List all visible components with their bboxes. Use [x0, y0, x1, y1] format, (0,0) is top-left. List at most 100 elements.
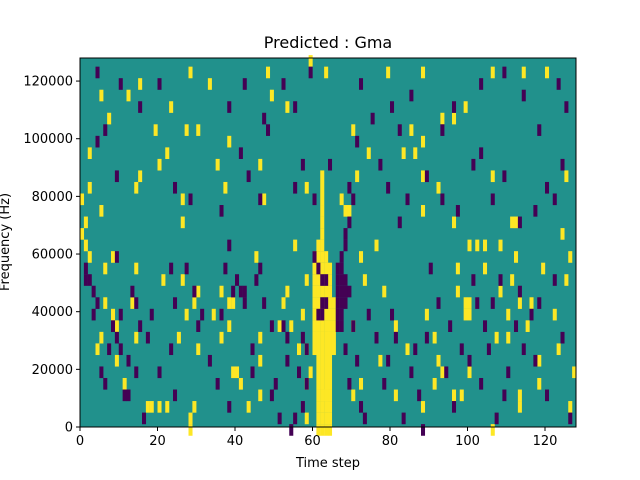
- heatmap-cell-high: [463, 308, 468, 321]
- heatmap-cell-high: [180, 216, 185, 229]
- heatmap-cell-low: [343, 297, 348, 309]
- heatmap-cell-low: [308, 66, 313, 79]
- heatmap-cell-high: [99, 205, 104, 217]
- heatmap-cell-low: [219, 205, 224, 217]
- heatmap-cell-high: [107, 112, 112, 125]
- heatmap-cell-low: [351, 193, 356, 206]
- heatmap-cell-high: [138, 78, 143, 90]
- heatmap-cell-low: [347, 216, 352, 229]
- heatmap-cell-high: [316, 389, 321, 402]
- plot-frame: [79, 57, 577, 428]
- heatmap-cell-low: [258, 193, 263, 206]
- heatmap-cell-low: [359, 401, 364, 413]
- heatmap-cell-low: [324, 274, 329, 286]
- heatmap-cell-low: [374, 331, 379, 344]
- heatmap-cell-high: [312, 331, 317, 344]
- heatmap-cell-high: [467, 366, 472, 379]
- heatmap-cell-high: [440, 112, 445, 125]
- y-tick-label: 20000: [32, 363, 73, 378]
- heatmap-cell-high: [324, 366, 329, 379]
- heatmap-cell-low: [347, 181, 352, 194]
- heatmap-cell-high: [304, 181, 309, 194]
- heatmap-cell-low: [87, 274, 92, 286]
- heatmap-cell-high: [114, 354, 119, 367]
- heatmap-cell-high: [328, 366, 333, 379]
- heatmap-cell-low: [502, 170, 507, 183]
- heatmap-cell-high: [525, 320, 530, 332]
- heatmap-cell-low: [95, 297, 100, 309]
- heatmap-cell-high: [297, 343, 302, 356]
- heatmap-cell-high: [324, 412, 329, 425]
- heatmap-cell-low: [173, 181, 178, 194]
- heatmap-cell-low: [568, 412, 573, 425]
- heatmap-cell-high: [235, 366, 240, 379]
- heatmap-cell-low: [494, 412, 499, 425]
- heatmap-cell-low: [126, 354, 131, 367]
- heatmap-cell-high: [188, 424, 193, 436]
- heatmap-cell-high: [517, 389, 522, 402]
- heatmap-cell-high: [355, 170, 360, 183]
- heatmap-cell-high: [409, 124, 414, 136]
- heatmap-cell-high: [556, 343, 561, 356]
- heatmap-cell-low: [390, 308, 395, 321]
- heatmap-cell-low: [335, 308, 340, 321]
- heatmap-cell-high: [537, 354, 542, 367]
- heatmap-cell-low: [312, 251, 317, 263]
- heatmap-cell-high: [165, 401, 170, 413]
- heatmap-cell-high: [351, 389, 356, 402]
- heatmap-cell-low: [238, 147, 243, 159]
- heatmap-cell-high: [320, 262, 325, 275]
- heatmap-cell-low: [502, 66, 507, 79]
- heatmap-cell-low: [328, 158, 333, 171]
- heatmap-cell-high: [316, 343, 321, 356]
- heatmap-cell-low: [91, 285, 96, 298]
- heatmap-cell-high: [514, 216, 519, 229]
- heatmap-cell-high: [459, 389, 464, 402]
- heatmap-cell-high: [328, 424, 333, 436]
- heatmap-cell-high: [320, 343, 325, 356]
- heatmap-cell-high: [219, 285, 224, 298]
- heatmap-cell-low: [397, 216, 402, 229]
- heatmap-cell-high: [149, 401, 154, 413]
- heatmap-cell-high: [541, 262, 546, 275]
- heatmap-cell-high: [324, 343, 329, 356]
- heatmap-cell-high: [510, 274, 515, 286]
- heatmap-cell-high: [258, 389, 263, 402]
- heatmap-cell-high: [324, 285, 329, 298]
- heatmap-cell-high: [188, 412, 193, 425]
- heatmap-cell-high: [328, 401, 333, 413]
- heatmap-cell-low: [134, 366, 139, 379]
- heatmap-cell-high: [506, 331, 511, 344]
- heatmap-cell-high: [494, 331, 499, 344]
- heatmap-cell-low: [529, 308, 534, 321]
- heatmap-cell-high: [328, 320, 333, 332]
- heatmap-cell-high: [320, 181, 325, 194]
- heatmap-cell-high: [254, 251, 259, 263]
- heatmap-cell-low: [320, 308, 325, 321]
- heatmap-cell-high: [514, 251, 519, 263]
- heatmap-cell-high: [157, 158, 162, 171]
- heatmap-cell-high: [324, 377, 329, 390]
- heatmap-cell-high: [560, 228, 565, 240]
- heatmap-cell-high: [320, 228, 325, 240]
- heatmap-cell-low: [506, 366, 511, 379]
- heatmap-cell-high: [227, 135, 232, 148]
- heatmap-cell-high: [80, 193, 85, 206]
- heatmap-cell-high: [153, 124, 158, 136]
- heatmap-cell-high: [328, 297, 333, 309]
- heatmap-cell-low: [397, 124, 402, 136]
- heatmap-cell-low: [459, 343, 464, 356]
- heatmap-cell-high: [316, 251, 321, 263]
- heatmap-cell-high: [231, 366, 236, 379]
- heatmap-cell-low: [254, 274, 259, 286]
- heatmap-cell-high: [266, 66, 271, 79]
- heatmap-cell-high: [324, 331, 329, 344]
- heatmap-cell-low: [483, 320, 488, 332]
- heatmap-cell-high: [281, 297, 286, 309]
- heatmap-cell-low: [126, 389, 131, 402]
- heatmap-cell-high: [320, 377, 325, 390]
- heatmap-cell-high: [568, 401, 573, 413]
- heatmap-cell-high: [145, 401, 150, 413]
- heatmap-cell-high: [393, 389, 398, 402]
